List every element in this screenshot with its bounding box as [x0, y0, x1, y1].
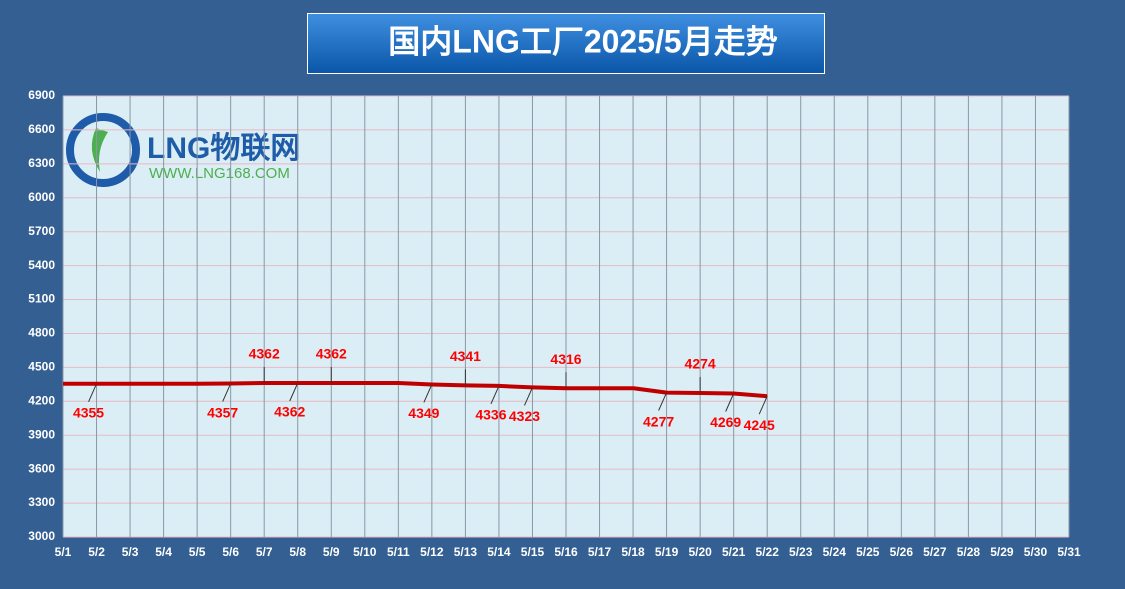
data-label: 4245: [744, 417, 775, 433]
chart-title: 国内LNG工厂2025/5月走势: [388, 23, 777, 59]
x-tick-label: 5/28: [957, 545, 981, 559]
data-label: 4277: [643, 413, 674, 429]
y-tick-label: 5700: [28, 224, 55, 238]
data-label: 4316: [550, 351, 581, 367]
y-tick-label: 4800: [28, 326, 55, 340]
leader-line: [758, 396, 768, 415]
x-tick-label: 5/15: [521, 545, 545, 559]
x-tick-label: 5/9: [323, 545, 340, 559]
x-tick-label: 5/30: [1024, 545, 1048, 559]
logo: LNG物联网 WWW.LNG168.COM: [66, 113, 300, 187]
x-tick-label: 5/11: [387, 545, 410, 559]
x-tick-label: 5/7: [256, 545, 273, 559]
x-tick-label: 5/21: [722, 545, 746, 559]
data-label: 4355: [73, 404, 104, 420]
data-label: 4269: [710, 414, 741, 430]
x-tick-label: 5/13: [454, 545, 478, 559]
logo-ring: [66, 113, 140, 187]
y-tick-label: 3900: [28, 427, 55, 441]
x-tick-label: 5/17: [588, 545, 612, 559]
x-tick-label: 5/8: [289, 545, 306, 559]
data-label: 4341: [450, 348, 481, 364]
x-tick-label: 5/18: [621, 545, 645, 559]
y-tick-label: 6000: [28, 190, 55, 204]
y-tick-label: 6900: [28, 88, 55, 102]
x-tick-label: 5/19: [655, 545, 679, 559]
x-tick-label: 5/10: [353, 545, 377, 559]
y-tick-label: 4500: [28, 360, 55, 374]
data-label: 4362: [316, 346, 347, 362]
x-tick-label: 5/6: [222, 545, 239, 559]
logo-text: LNG物联网: [147, 132, 300, 165]
leader-line: [88, 383, 97, 402]
x-tick-label: 5/5: [189, 545, 206, 559]
x-tick-label: 5/12: [420, 545, 444, 559]
x-tick-label: 5/23: [789, 545, 813, 559]
title-box: [307, 13, 825, 74]
x-tick-label: 5/25: [856, 545, 880, 559]
x-tick-label: 5/20: [688, 545, 712, 559]
leader-line: [423, 384, 433, 403]
y-tick-label: 6600: [28, 122, 55, 136]
leader-line: [725, 393, 735, 412]
x-tick-label: 5/2: [88, 545, 105, 559]
y-tick-label: 5400: [28, 258, 55, 272]
leader-line: [289, 382, 299, 402]
x-tick-label: 5/4: [155, 545, 172, 559]
leader-line: [658, 392, 668, 411]
x-tick-label: 5/22: [756, 545, 780, 559]
x-tick-label: 5/16: [554, 545, 578, 559]
x-tick-label: 5/29: [990, 545, 1014, 559]
x-tick-label: 5/26: [890, 545, 914, 559]
x-tick-label: 5/31: [1057, 545, 1081, 559]
y-tick-label: 3300: [28, 495, 55, 509]
y-tick-label: 3600: [28, 461, 55, 475]
y-tick-label: 6300: [28, 156, 55, 170]
leader-line: [524, 387, 533, 406]
data-label: 4362: [274, 404, 305, 420]
x-tick-label: 5/14: [487, 545, 511, 559]
logo-url: WWW.LNG168.COM: [149, 165, 290, 182]
logo-leaf: [91, 128, 108, 172]
y-tick-label: 4200: [28, 393, 55, 407]
data-label: 4349: [408, 405, 439, 421]
y-tick-label: 3000: [28, 529, 55, 543]
data-label: 4336: [475, 407, 506, 423]
x-tick-label: 5/1: [55, 545, 72, 559]
y-tick-label: 5100: [28, 292, 55, 306]
x-tick-label: 5/24: [823, 545, 847, 559]
data-label: 4362: [249, 346, 280, 362]
data-label: 4323: [509, 408, 540, 424]
leader-line: [490, 385, 500, 405]
data-label: 4357: [207, 404, 238, 420]
data-label: 4274: [685, 356, 716, 372]
x-tick-label: 5/3: [122, 545, 139, 559]
x-tick-label: 5/27: [923, 545, 947, 559]
leader-line: [222, 383, 232, 402]
line-series: [63, 380, 768, 399]
